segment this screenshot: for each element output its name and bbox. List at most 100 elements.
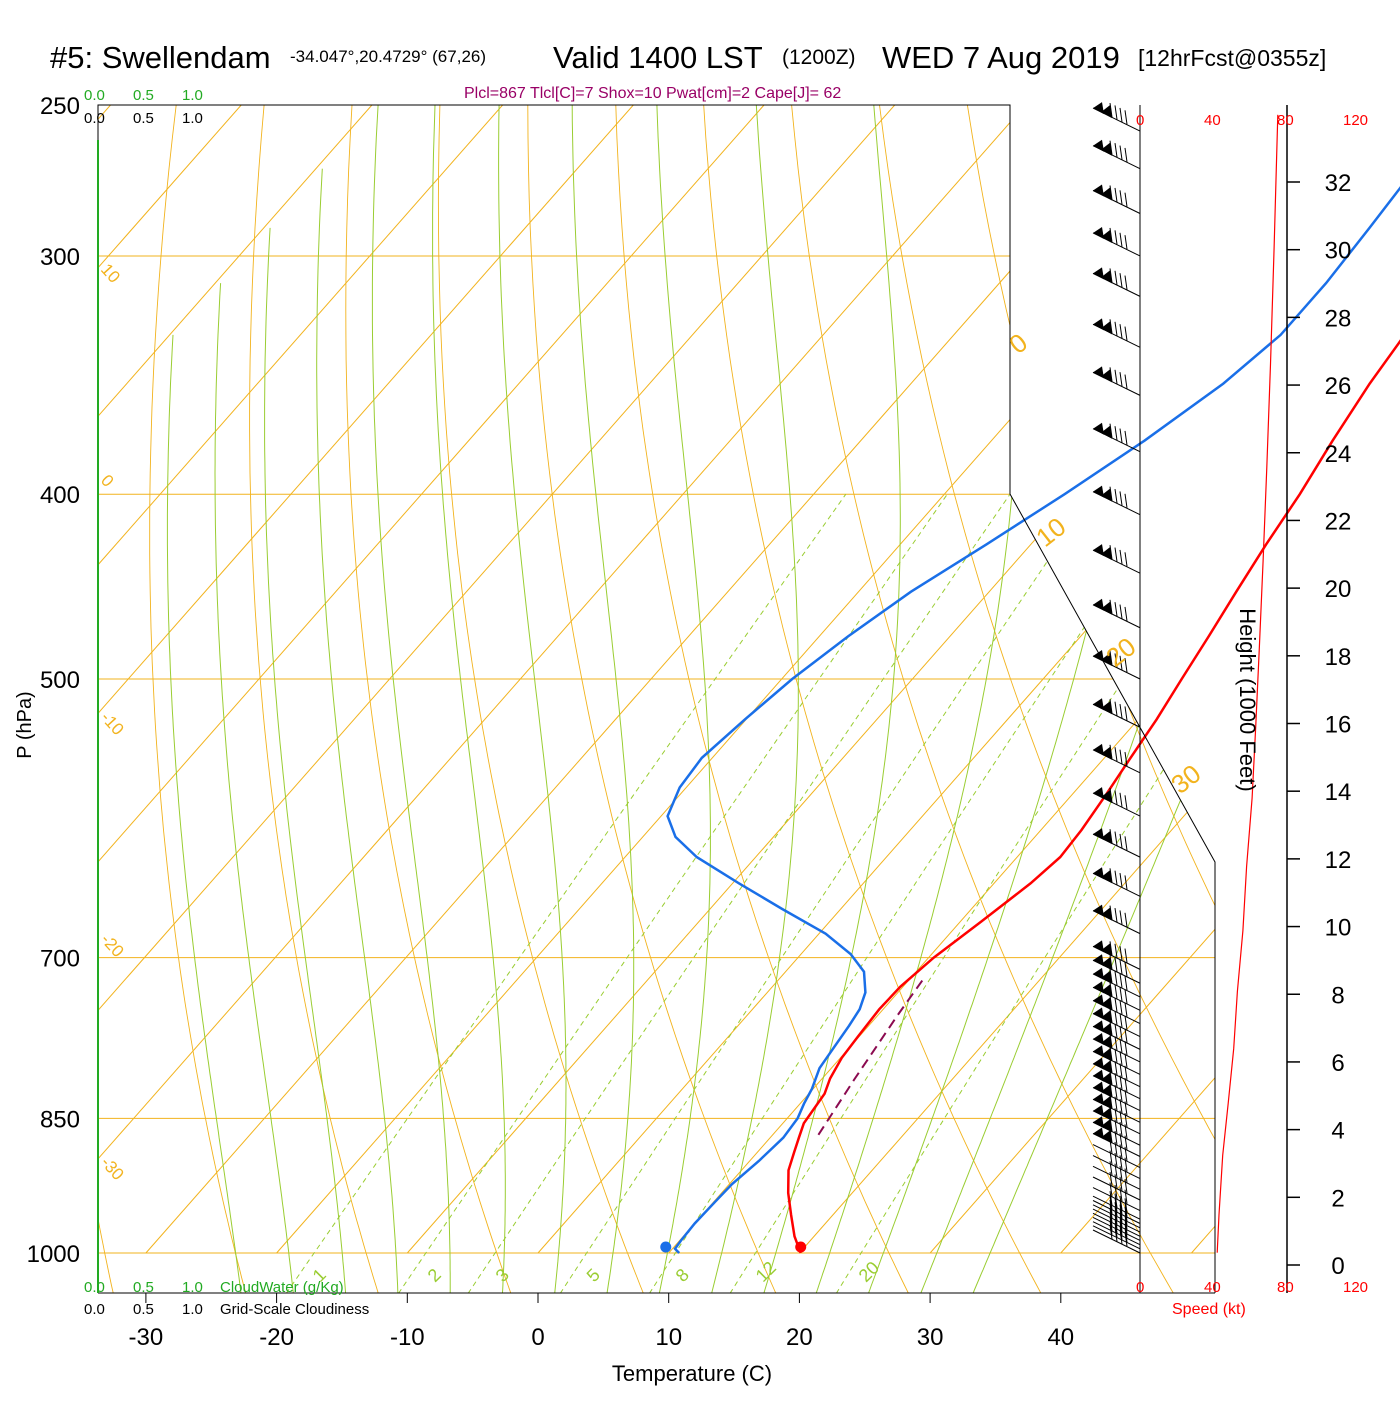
wind-barb xyxy=(1093,744,1140,773)
wind-barb xyxy=(1093,698,1140,727)
dry-adiabat xyxy=(150,71,246,1293)
speed-tick-bottom-1: 40 xyxy=(1204,1279,1221,1296)
isotherm-line xyxy=(1322,105,1400,1253)
temp-tick-label: 0 xyxy=(531,1324,544,1351)
cloud-black-tick-bottom-1: 0.5 xyxy=(133,1301,154,1318)
height-tick-label: 0 xyxy=(1331,1253,1344,1280)
pressure-tick-label: 700 xyxy=(40,946,80,973)
speed-axis-label: Speed (kt) xyxy=(1172,1301,1246,1318)
mixing-ratio-label: 20 xyxy=(855,1258,883,1286)
cloud-black-tick-1: 0.5 xyxy=(133,110,154,127)
wind-barb xyxy=(1093,828,1140,857)
isotherm-line xyxy=(1192,105,1400,1253)
wind-barb xyxy=(1093,185,1140,214)
mixing-ratio-line xyxy=(286,494,846,1293)
isotherm-label-right: 10 xyxy=(1030,511,1071,552)
temp-tick-label: -10 xyxy=(390,1324,425,1351)
station-coords: -34.047°,20.4729° (67,26) xyxy=(290,47,486,66)
cloud-green-tick-1: 0.5 xyxy=(133,87,154,104)
sounding-indices: Plcl=867 Tlcl[C]=7 Shox=10 Pwat[cm]=2 Ca… xyxy=(464,85,841,102)
pressure-tick-label: 850 xyxy=(40,1106,80,1133)
pressure-tick-label: 300 xyxy=(40,244,80,271)
height-axis-label: Height (1000 Feet) xyxy=(1235,608,1260,791)
isotherm-label: -20 xyxy=(97,930,128,961)
wind-barb xyxy=(1093,227,1140,256)
pressure-tick-label: 500 xyxy=(40,667,80,694)
mixing-ratio-line xyxy=(560,494,1093,1293)
moist-adiabat xyxy=(499,71,566,1293)
speed-tick-top-2: 80 xyxy=(1277,112,1294,129)
speed-tick-bottom-3: 120 xyxy=(1343,1279,1368,1296)
height-tick-label: 22 xyxy=(1325,508,1352,535)
wind-barb xyxy=(1093,486,1140,515)
dewpoint-line xyxy=(668,121,1400,1253)
temp-tick-label: 20 xyxy=(786,1324,813,1351)
plot-frame xyxy=(98,105,1215,1293)
moist-adiabat xyxy=(317,169,398,1294)
cloud-green-tick-bottom-0: 0.0 xyxy=(84,1279,105,1296)
height-tick-label: 2 xyxy=(1331,1185,1344,1212)
isotherm-label-right: 0 xyxy=(1003,327,1033,360)
temp-tick-label: -30 xyxy=(129,1324,164,1351)
dry-adiabat xyxy=(1136,71,1400,1293)
height-tick-label: 20 xyxy=(1325,576,1352,603)
dry-adiabat xyxy=(438,71,643,1293)
temp-tick-label: 10 xyxy=(655,1324,682,1351)
cloud-green-tick-bottom-2: 1.0 xyxy=(182,1279,203,1296)
wind-barb xyxy=(1093,599,1140,628)
pressure-tick-label: 400 xyxy=(40,482,80,509)
background-grid xyxy=(0,71,1400,1293)
parcel-line xyxy=(818,976,925,1134)
height-tick-label: 32 xyxy=(1325,170,1352,197)
height-tick-label: 12 xyxy=(1325,847,1352,874)
height-tick-label: 10 xyxy=(1325,915,1352,942)
temperature-line xyxy=(788,121,1400,1253)
cloud-black-tick-bottom-0: 0.0 xyxy=(84,1301,105,1318)
speed-tick-top-3: 120 xyxy=(1343,112,1368,129)
cloud-black-label: Grid-Scale Cloudiness xyxy=(220,1301,369,1318)
temp-tick-label: -20 xyxy=(259,1324,294,1351)
wind-barbs xyxy=(1093,102,1140,1253)
cloud-green-tick-bottom-1: 0.5 xyxy=(133,1279,154,1296)
mixing-ratio-label: 2 xyxy=(424,1265,445,1286)
temp-tick-label: 40 xyxy=(1047,1324,1074,1351)
cloud-black-tick-0: 0.0 xyxy=(84,110,105,127)
surface-dewpoint-dot xyxy=(660,1242,671,1253)
speed-tick-top-0: 0 xyxy=(1136,112,1144,129)
pressure-tick-label: 250 xyxy=(40,93,80,120)
moist-adiabat xyxy=(572,71,634,1293)
surface-temperature-dot xyxy=(795,1242,806,1253)
dry-adiabat xyxy=(528,71,776,1293)
moist-adiabat xyxy=(215,283,293,1293)
cloud-black-tick-bottom-2: 1.0 xyxy=(182,1301,203,1318)
isotherm-label: -10 xyxy=(97,708,128,739)
wind-barb xyxy=(1093,102,1140,131)
dry-adiabat xyxy=(1310,71,1400,1293)
height-tick-label: 28 xyxy=(1325,305,1352,332)
height-tick-label: 14 xyxy=(1325,779,1352,806)
wind-barb xyxy=(1093,905,1140,934)
moist-adiabat xyxy=(167,335,241,1294)
station-title: #5: Swellendam xyxy=(50,40,271,75)
wind-barb xyxy=(1093,267,1140,296)
wind-barb xyxy=(1093,544,1140,573)
speed-tick-bottom-0: 0 xyxy=(1136,1279,1144,1296)
mixing-ratio-line xyxy=(836,494,1339,1293)
height-tick-label: 4 xyxy=(1331,1118,1344,1145)
valid-zulu: (1200Z) xyxy=(782,46,856,69)
dry-adiabat xyxy=(615,71,909,1293)
mixing-ratio-label: 5 xyxy=(583,1265,604,1286)
height-tick-label: 6 xyxy=(1331,1050,1344,1077)
moist-adiabat xyxy=(868,71,1161,1293)
moist-adiabat xyxy=(433,71,506,1293)
dry-adiabat xyxy=(702,71,1041,1293)
mixing-ratio-label: 12 xyxy=(752,1258,780,1286)
mixing-ratio-line xyxy=(399,494,948,1293)
speed-tick-bottom-2: 80 xyxy=(1277,1279,1294,1296)
cloud-green-tick-0: 0.0 xyxy=(84,87,105,104)
forecast-tag: [12hrFcst@0355z] xyxy=(1138,45,1326,71)
height-tick-label: 26 xyxy=(1325,373,1352,400)
moist-adiabat xyxy=(712,71,799,1293)
